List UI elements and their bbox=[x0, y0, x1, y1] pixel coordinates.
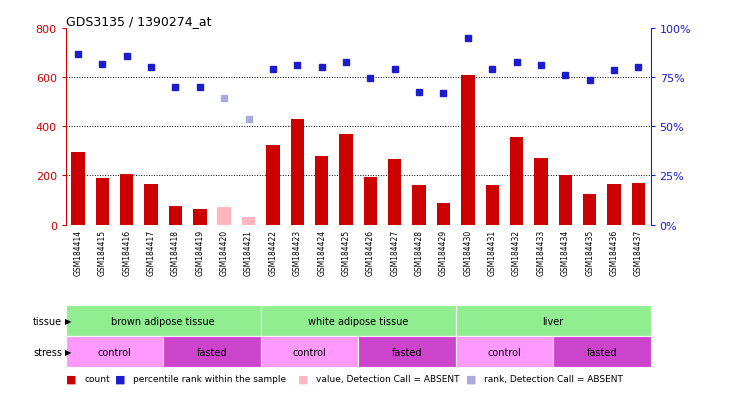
Bar bbox=[339, 134, 353, 225]
Bar bbox=[163, 337, 261, 368]
Text: ■: ■ bbox=[115, 374, 126, 384]
Text: ■: ■ bbox=[66, 374, 76, 384]
Text: GSM184428: GSM184428 bbox=[414, 229, 423, 275]
Text: GSM184419: GSM184419 bbox=[195, 229, 204, 275]
Bar bbox=[266, 145, 279, 225]
Text: ▶: ▶ bbox=[65, 317, 72, 325]
Bar bbox=[261, 306, 455, 337]
Text: GSM184414: GSM184414 bbox=[74, 229, 83, 275]
Bar bbox=[96, 178, 109, 225]
Bar bbox=[358, 337, 455, 368]
Text: fasted: fasted bbox=[392, 347, 423, 357]
Bar bbox=[290, 120, 304, 225]
Text: GDS3135 / 1390274_at: GDS3135 / 1390274_at bbox=[66, 15, 211, 28]
Bar bbox=[437, 204, 450, 225]
Text: GSM184435: GSM184435 bbox=[586, 229, 594, 275]
Text: GSM184420: GSM184420 bbox=[220, 229, 229, 275]
Text: GSM184422: GSM184422 bbox=[268, 229, 277, 275]
Text: GSM184417: GSM184417 bbox=[147, 229, 156, 275]
Text: control: control bbox=[488, 347, 521, 357]
Bar bbox=[66, 337, 163, 368]
Text: GSM184424: GSM184424 bbox=[317, 229, 326, 275]
Text: rank, Detection Call = ABSENT: rank, Detection Call = ABSENT bbox=[484, 374, 623, 383]
Text: fasted: fasted bbox=[197, 347, 227, 357]
Bar bbox=[242, 218, 255, 225]
Text: GSM184429: GSM184429 bbox=[439, 229, 448, 275]
Text: GSM184434: GSM184434 bbox=[561, 229, 569, 275]
Text: percentile rank within the sample: percentile rank within the sample bbox=[133, 374, 287, 383]
Bar bbox=[485, 186, 499, 225]
Bar bbox=[169, 206, 182, 225]
Text: GSM184430: GSM184430 bbox=[463, 229, 472, 275]
Bar bbox=[632, 183, 645, 225]
Text: count: count bbox=[84, 374, 110, 383]
Bar bbox=[553, 337, 651, 368]
Bar bbox=[607, 185, 621, 225]
Bar bbox=[510, 138, 523, 225]
Text: fasted: fasted bbox=[586, 347, 617, 357]
Text: value, Detection Call = ABSENT: value, Detection Call = ABSENT bbox=[316, 374, 459, 383]
Bar bbox=[315, 157, 328, 225]
Text: GSM184421: GSM184421 bbox=[244, 229, 253, 275]
Bar bbox=[583, 195, 596, 225]
Text: GSM184418: GSM184418 bbox=[171, 229, 180, 275]
Bar bbox=[455, 306, 651, 337]
Bar bbox=[145, 185, 158, 225]
Text: control: control bbox=[292, 347, 326, 357]
Text: GSM184436: GSM184436 bbox=[610, 229, 618, 275]
Bar bbox=[71, 153, 85, 225]
Bar bbox=[534, 159, 548, 225]
Text: GSM184437: GSM184437 bbox=[634, 229, 643, 275]
Text: ▶: ▶ bbox=[65, 348, 72, 356]
Bar bbox=[261, 337, 358, 368]
Bar bbox=[66, 306, 261, 337]
Text: GSM184433: GSM184433 bbox=[537, 229, 545, 275]
Text: GSM184423: GSM184423 bbox=[293, 229, 302, 275]
Bar bbox=[388, 160, 401, 225]
Text: white adipose tissue: white adipose tissue bbox=[308, 316, 409, 326]
Bar bbox=[193, 209, 206, 225]
Text: GSM184416: GSM184416 bbox=[122, 229, 131, 275]
Bar bbox=[455, 337, 553, 368]
Text: GSM184432: GSM184432 bbox=[512, 229, 521, 275]
Text: stress: stress bbox=[33, 347, 62, 357]
Bar bbox=[218, 208, 231, 225]
Bar bbox=[412, 186, 426, 225]
Bar bbox=[558, 176, 572, 225]
Bar bbox=[461, 76, 474, 225]
Text: GSM184426: GSM184426 bbox=[366, 229, 375, 275]
Text: ■: ■ bbox=[298, 374, 308, 384]
Text: GSM184427: GSM184427 bbox=[390, 229, 399, 275]
Bar bbox=[120, 175, 133, 225]
Text: liver: liver bbox=[542, 316, 564, 326]
Text: ■: ■ bbox=[466, 374, 476, 384]
Text: brown adipose tissue: brown adipose tissue bbox=[111, 316, 215, 326]
Text: GSM184431: GSM184431 bbox=[488, 229, 496, 275]
Text: GSM184415: GSM184415 bbox=[98, 229, 107, 275]
Bar bbox=[364, 177, 377, 225]
Text: control: control bbox=[98, 347, 132, 357]
Text: tissue: tissue bbox=[33, 316, 62, 326]
Text: GSM184425: GSM184425 bbox=[341, 229, 350, 275]
